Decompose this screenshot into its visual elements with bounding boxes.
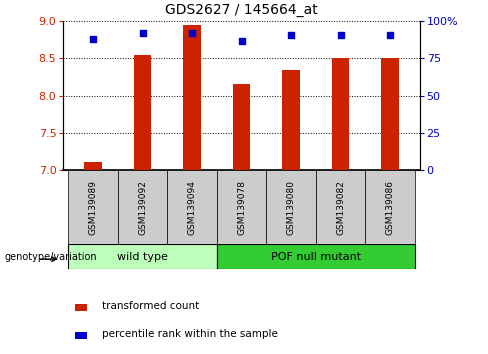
Bar — [283, 70, 300, 170]
Bar — [316, 170, 365, 244]
Text: wild type: wild type — [117, 252, 168, 262]
Point — [238, 38, 245, 44]
Bar — [217, 244, 415, 269]
Bar — [68, 170, 118, 244]
Point — [386, 32, 394, 38]
Text: GSM139094: GSM139094 — [187, 179, 197, 235]
Text: GSM139086: GSM139086 — [386, 179, 394, 235]
Bar — [118, 170, 167, 244]
Text: GSM139082: GSM139082 — [336, 179, 345, 235]
Text: POF null mutant: POF null mutant — [271, 252, 361, 262]
Bar — [68, 244, 217, 269]
Text: percentile rank within the sample: percentile rank within the sample — [102, 329, 278, 339]
Bar — [332, 58, 349, 170]
Point — [89, 36, 97, 42]
Bar — [183, 25, 201, 170]
Point — [139, 30, 146, 36]
Text: GSM139080: GSM139080 — [286, 179, 296, 235]
Bar — [167, 170, 217, 244]
Bar — [217, 170, 266, 244]
Title: GDS2627 / 145664_at: GDS2627 / 145664_at — [165, 4, 318, 17]
Text: GSM139089: GSM139089 — [89, 179, 98, 235]
Text: transformed count: transformed count — [102, 301, 200, 311]
Bar — [233, 84, 250, 170]
Bar — [381, 58, 399, 170]
Point — [287, 32, 295, 38]
Text: genotype/variation: genotype/variation — [5, 252, 98, 262]
Bar — [84, 162, 102, 170]
Point — [188, 30, 196, 36]
Bar — [75, 304, 87, 311]
Bar — [365, 170, 415, 244]
Bar — [134, 55, 151, 170]
Text: GSM139092: GSM139092 — [138, 179, 147, 235]
Bar — [266, 170, 316, 244]
Bar — [75, 332, 87, 339]
Point — [337, 32, 345, 38]
Text: GSM139078: GSM139078 — [237, 179, 246, 235]
